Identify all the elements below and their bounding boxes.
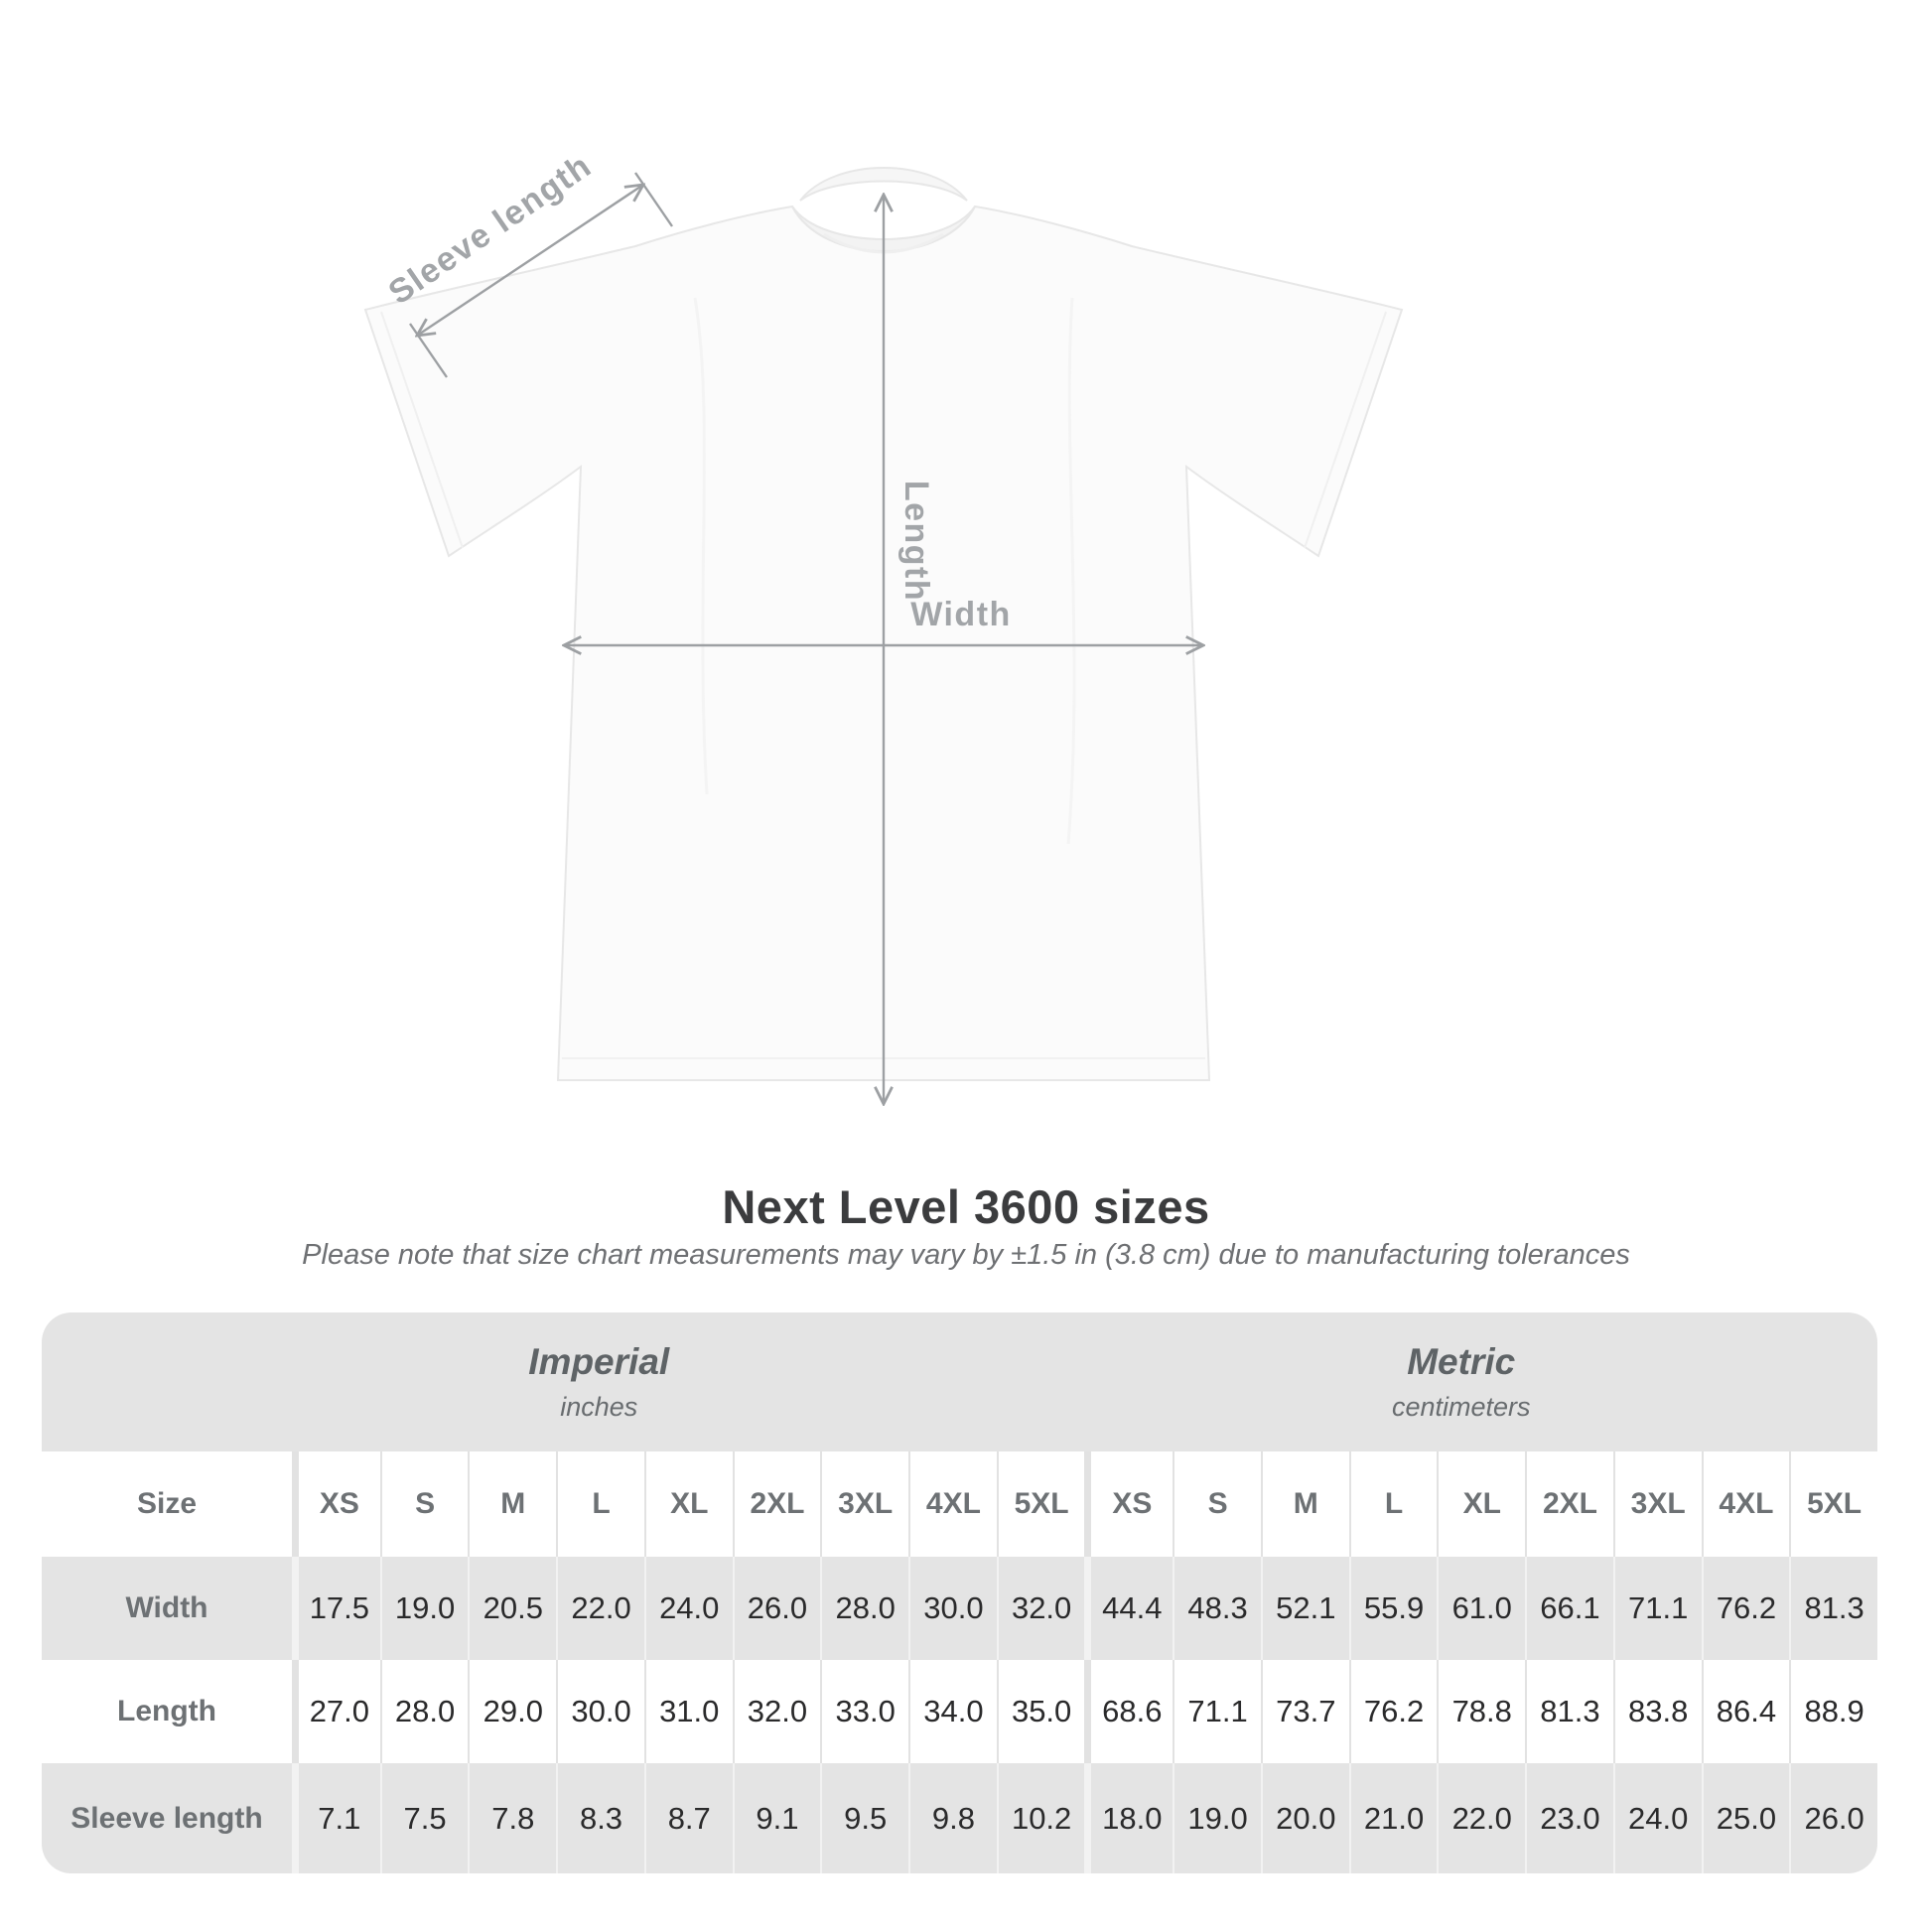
table-cell: 44.4 [1084, 1557, 1173, 1660]
tshirt-back-collar [799, 167, 968, 202]
fabric-fold [1066, 297, 1076, 845]
sleeve-dimension-line [417, 185, 643, 336]
table-cell: 52.1 [1260, 1557, 1349, 1660]
table-cell: 78.8 [1437, 1660, 1526, 1763]
page-subtitle: Please note that size chart measurements… [302, 1239, 1630, 1271]
row-label: Width [125, 1591, 208, 1624]
table-cell: 34.0 [908, 1660, 997, 1763]
table-cell: 22.0 [1437, 1763, 1525, 1873]
table-cell: 48.3 [1173, 1557, 1261, 1660]
dimension-lines [409, 172, 1203, 1104]
table-cell: 20.0 [1260, 1763, 1349, 1873]
table-corner [42, 1312, 292, 1451]
table-cell: 19.0 [379, 1557, 469, 1660]
table-cell: 28.0 [820, 1557, 908, 1660]
table-cell: 76.2 [1701, 1557, 1790, 1660]
table-cell: 66.1 [1525, 1557, 1613, 1660]
table-cell: 8.3 [556, 1763, 644, 1873]
table-cell: 21.0 [1348, 1763, 1438, 1873]
length-label: Length [897, 481, 935, 602]
fabric-fold [693, 297, 709, 795]
size-header-cell: Size [42, 1451, 292, 1557]
table-cell: 25.0 [1701, 1763, 1790, 1873]
table-cell: 7.5 [379, 1763, 469, 1873]
table-cell: 32.0 [996, 1557, 1085, 1660]
table-cell: 8.7 [643, 1763, 733, 1873]
tshirt-diagram: Sleeve length Length Width [363, 147, 1404, 1172]
table-cell: 7.1 [292, 1763, 380, 1873]
table-cell: 22.0 [556, 1557, 644, 1660]
table-cell: 30.0 [908, 1557, 997, 1660]
table-cell: 31.0 [643, 1660, 733, 1763]
size-col-header: M [1260, 1451, 1349, 1557]
width-label: Width [910, 596, 1012, 633]
table-cell: 18.0 [1084, 1763, 1173, 1873]
table-cell: 24.0 [1612, 1763, 1702, 1873]
table-cell: 9.1 [732, 1763, 821, 1873]
table-cell: 55.9 [1348, 1557, 1438, 1660]
table-cell: 33.0 [820, 1660, 909, 1763]
left-cuff-seam [380, 311, 464, 549]
table-cell: 20.5 [468, 1557, 556, 1660]
table-cell: 10.2 [996, 1763, 1085, 1873]
size-col-header: L [1348, 1451, 1438, 1557]
row-label: Sleeve length [70, 1801, 263, 1835]
size-col-header: XL [643, 1451, 733, 1557]
size-col-header: S [379, 1451, 469, 1557]
right-cuff-seam [1304, 311, 1387, 549]
size-col-header: 2XL [732, 1451, 821, 1557]
table-cell: 26.0 [1789, 1763, 1877, 1873]
size-col-header: 4XL [908, 1451, 997, 1557]
table-cell: 26.0 [732, 1557, 821, 1660]
table-cell: 71.1 [1612, 1557, 1702, 1660]
table-cell: 9.8 [908, 1763, 997, 1873]
size-col-header: 5XL [1789, 1451, 1877, 1557]
table-cell: 27.0 [292, 1660, 380, 1763]
size-col-header: 2XL [1525, 1451, 1613, 1557]
table-cell: 32.0 [732, 1660, 821, 1763]
metric-header: Metric centimeters [1084, 1312, 1877, 1451]
table-cell: 24.0 [643, 1557, 733, 1660]
table-cell: 9.5 [820, 1763, 908, 1873]
table-cell: 83.8 [1612, 1660, 1702, 1763]
table-cell: 88.9 [1789, 1660, 1877, 1763]
table-cell: 19.0 [1173, 1763, 1261, 1873]
size-col-header: 5XL [996, 1451, 1085, 1557]
table-cell: 28.0 [379, 1660, 469, 1763]
size-col-header: M [468, 1451, 557, 1557]
size-col-header: 4XL [1701, 1451, 1790, 1557]
size-col-header: XL [1437, 1451, 1526, 1557]
size-col-header: S [1173, 1451, 1261, 1557]
metric-unit-label: centimeters [1391, 1392, 1531, 1422]
table-cell: 7.8 [468, 1763, 556, 1873]
size-col-header: XS [1084, 1451, 1173, 1557]
imperial-label: Imperial [528, 1341, 670, 1382]
size-col-header: XS [292, 1451, 380, 1557]
imperial-unit-label: inches [560, 1392, 638, 1422]
sleeve-dimension-tick [634, 172, 673, 227]
table-cell: 81.3 [1525, 1660, 1613, 1763]
table-cell: 68.6 [1084, 1660, 1173, 1763]
table-cell: 71.1 [1173, 1660, 1261, 1763]
size-col-header: 3XL [820, 1451, 909, 1557]
metric-label: Metric [1407, 1341, 1516, 1382]
size-col-header: L [556, 1451, 644, 1557]
size-col-header: 3XL [1612, 1451, 1702, 1557]
table-cell: 86.4 [1701, 1660, 1790, 1763]
table-cell: 29.0 [468, 1660, 557, 1763]
size-table: Imperial inches Metric centimeters Size … [42, 1312, 1877, 1873]
page-title: Next Level 3600 sizes [722, 1180, 1210, 1233]
table-cell: 17.5 [292, 1557, 380, 1660]
table-cell: 30.0 [556, 1660, 644, 1763]
sleeve-dimension-tick [409, 323, 448, 378]
table-cell: 61.0 [1437, 1557, 1525, 1660]
table-cell: 76.2 [1348, 1660, 1438, 1763]
row-label: Length [42, 1660, 292, 1763]
table-cell: 35.0 [996, 1660, 1085, 1763]
table-cell: 81.3 [1789, 1557, 1877, 1660]
imperial-header: Imperial inches [292, 1312, 1084, 1451]
table-cell: 23.0 [1525, 1763, 1613, 1873]
table-cell: 73.7 [1260, 1660, 1349, 1763]
